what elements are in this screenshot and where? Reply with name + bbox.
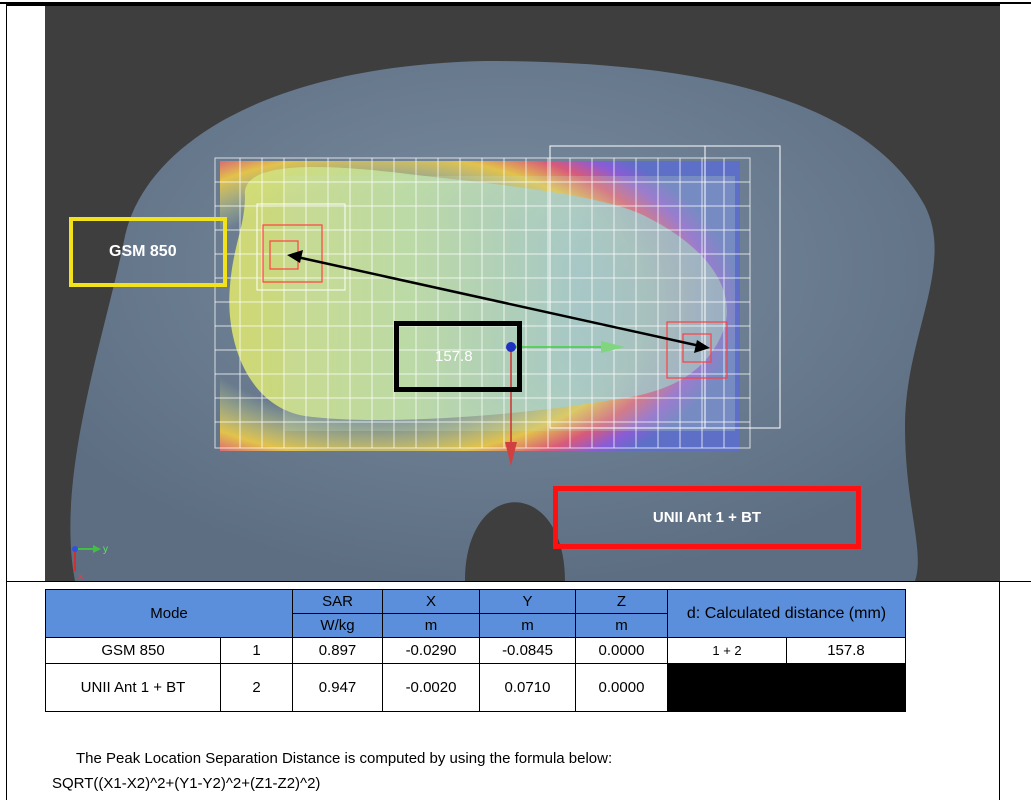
unii-ant-label: UNII Ant 1 + BT [553,486,861,549]
table-row: GSM 850 1 0.897 -0.0290 -0.0845 0.0000 1… [45,637,906,664]
row1-z: 0.0000 [575,637,668,664]
header-mode: Mode [45,589,293,638]
header-sar: SAR [292,589,383,614]
zoom-scan-box-left [256,203,346,291]
gsm-850-label-text: GSM 850 [109,243,177,260]
row2-sar: 0.947 [292,663,383,712]
red-axis-arrow [505,442,517,466]
row1-mode: GSM 850 [45,637,221,664]
header-z-unit: m [575,613,668,638]
peak-marker-unii-inner [682,333,712,363]
row2-mode: UNII Ant 1 + BT [45,663,221,712]
distance-value-label: 157.8 [394,321,522,392]
row2-y: 0.0710 [479,663,576,712]
origin-point [506,342,516,352]
distance-arrow-head-left [287,250,303,263]
formula-description: The Peak Location Separation Distance is… [76,750,613,767]
row1-index: 1 [220,637,293,664]
formula-text: SQRT((X1-X2)^2+(Y1-Y2)^2+(Z1-Z2)^2) [52,775,321,792]
row2-x: -0.0020 [382,663,480,712]
header-x: X [382,589,480,614]
axis-label-x: x [78,571,83,581]
separator-line [6,581,1031,582]
unii-ant-label-text: UNII Ant 1 + BT [652,509,762,526]
row1-x: -0.0290 [382,637,480,664]
sar-peak-table: Mode SAR X Y Z d: Calculated distance (m… [45,589,906,712]
header-y: Y [479,589,576,614]
zoom-scan-box-right [549,145,781,429]
header-y-unit: m [479,613,576,638]
header-sar-unit: W/kg [292,613,383,638]
distance-value-text: 157.8 [435,348,473,365]
green-axis-arrow [601,341,625,353]
row1-sar: 0.897 [292,637,383,664]
header-distance: d: Calculated distance (mm) [667,589,906,638]
gsm-850-label: GSM 850 [69,217,227,287]
row2-blank-cell [667,663,906,712]
table-row: UNII Ant 1 + BT 2 0.947 -0.0020 0.0710 0… [45,663,906,712]
row2-index: 2 [220,663,293,712]
peak-marker-gsm-outer [262,224,323,283]
distance-arrow-line [296,255,701,348]
peak-marker-unii-outer [666,321,728,379]
distance-arrow-head-right [694,340,710,353]
row1-y: -0.0845 [479,637,576,664]
header-z: Z [575,589,668,614]
header-x-unit: m [382,613,480,638]
row1-distance: 157.8 [786,637,906,664]
measurement-grid [214,157,751,449]
row2-z: 0.0000 [575,663,668,712]
top-rule [0,2,1031,4]
axis-label-y: y [103,544,108,555]
row1-pair: 1 + 2 [667,637,787,664]
